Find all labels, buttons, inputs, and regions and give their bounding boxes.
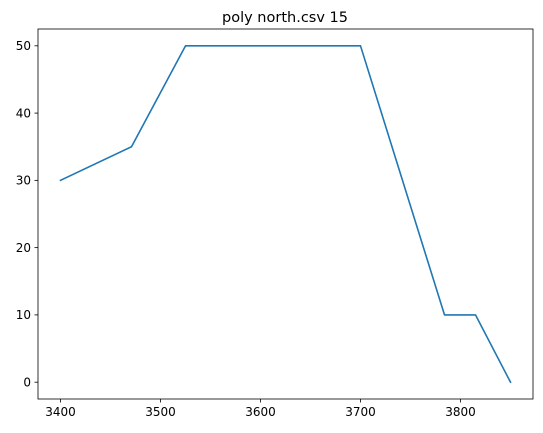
x-axis: 3400 3500 3600 3700 3800	[45, 399, 476, 419]
y-axis: 0 10 20 30 40 50	[16, 39, 38, 389]
y-tick-label: 20	[16, 241, 31, 255]
x-tick-label: 3500	[145, 405, 176, 419]
x-tick-label: 3700	[345, 405, 376, 419]
y-tick-label: 0	[23, 375, 31, 389]
chart-title: poly north.csv 15	[222, 10, 348, 26]
y-tick-label: 40	[16, 106, 31, 120]
y-tick-label: 30	[16, 174, 31, 188]
x-tick-label: 3600	[245, 405, 276, 419]
series-layer	[59, 45, 512, 384]
series-line	[59, 45, 512, 384]
x-tick-label: 3400	[45, 405, 76, 419]
x-tick-label: 3800	[445, 405, 476, 419]
plot-frame	[37, 28, 534, 400]
y-tick-label: 50	[16, 39, 31, 53]
plot-area	[38, 29, 533, 399]
y-tick-label: 10	[16, 308, 31, 322]
